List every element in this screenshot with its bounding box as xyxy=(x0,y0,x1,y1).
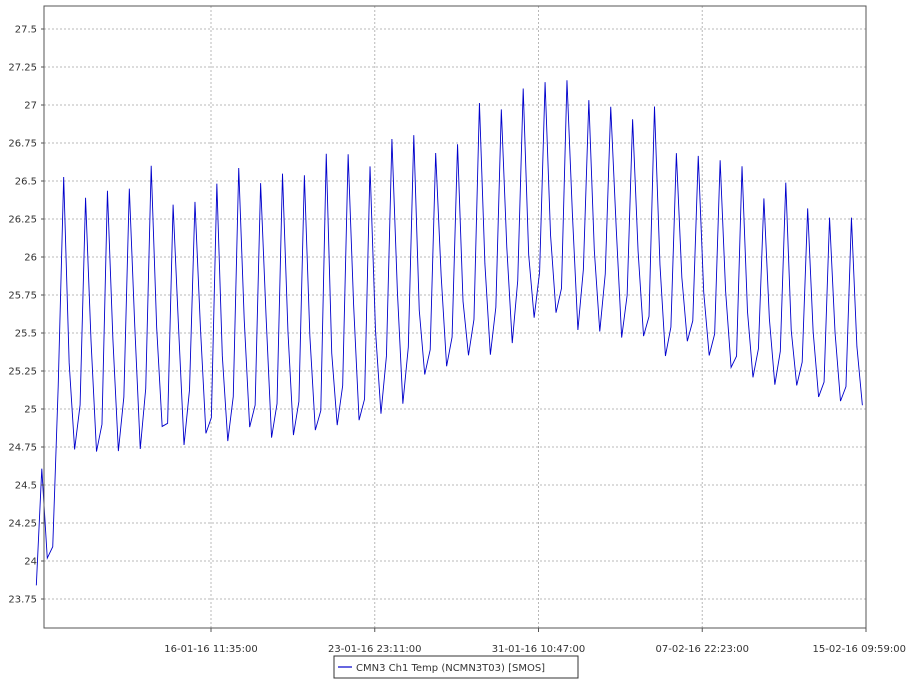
y-tick-label: 25 xyxy=(24,405,37,416)
y-tick-label: 26.25 xyxy=(8,215,37,226)
legend: CMN3 Ch1 Temp (NCMN3T03) [SMOS] xyxy=(333,655,579,679)
y-tick-label: 24 xyxy=(24,557,37,568)
y-tick-label: 27 xyxy=(24,101,37,112)
series-layer xyxy=(35,80,863,586)
y-tick-label: 25.25 xyxy=(8,367,37,378)
y-axis: 23.75 24 24.25 24.5 24.75 25 25.25 25.5 25.75 26 2… xyxy=(8,25,44,606)
x-tick-label: 23-01-16 23:11:00 xyxy=(328,644,421,655)
y-tick-label: 24.25 xyxy=(8,519,37,530)
y-tick-label: 26.5 xyxy=(15,177,37,188)
y-tick-label: 26.75 xyxy=(8,139,37,150)
x-tick-label: 15-02-16 09:59:00 xyxy=(813,644,906,655)
y-tick-label: 23.75 xyxy=(8,595,37,606)
y-tick-label: 25.5 xyxy=(15,329,37,340)
x-tick-label: 07-02-16 22:23:00 xyxy=(656,644,749,655)
plot-area-border xyxy=(43,5,867,629)
x-tick-label: 31-01-16 10:47:00 xyxy=(492,644,585,655)
legend-box xyxy=(333,655,579,679)
legend-label: CMN3 Ch1 Temp (NCMN3T03) [SMOS] xyxy=(356,663,545,674)
y-tick-label: 27.25 xyxy=(8,63,37,74)
y-tick-label: 24.5 xyxy=(15,481,37,492)
y-tick-label: 25.75 xyxy=(8,291,37,302)
series-line-cmn3-ch1-temp xyxy=(35,80,863,586)
x-tick-label: 16-01-16 11:35:00 xyxy=(164,644,257,655)
x-axis: 16-01-16 11:35:00 23-01-16 23:11:00 31-01-… xyxy=(164,628,906,655)
y-tick-label: 26 xyxy=(24,253,37,264)
y-tick-label: 27.5 xyxy=(15,25,37,36)
y-tick-label: 24.75 xyxy=(8,443,37,454)
